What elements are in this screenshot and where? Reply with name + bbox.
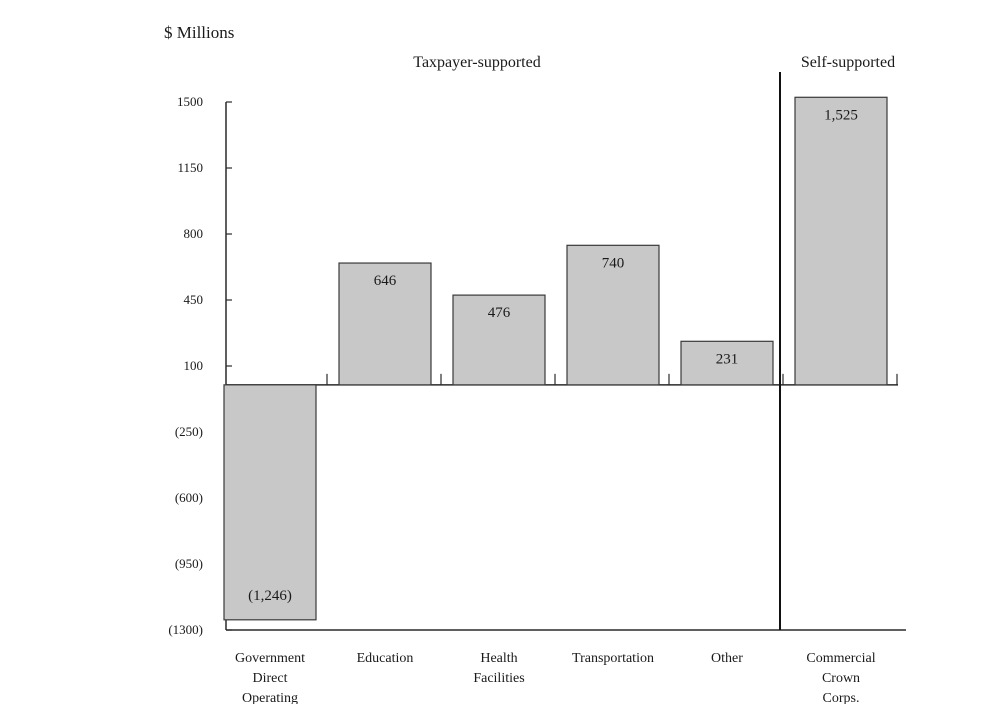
- bar: [452, 294, 546, 386]
- category-labels: Government Direct Operating Education Health…: [235, 651, 876, 704]
- taxpayer-supported-section-label: Taxpayer-supported: [413, 54, 540, 71]
- bar-value-label: (1,246): [248, 588, 292, 604]
- bar-value-label: 740: [602, 255, 625, 271]
- category-label: Health: [480, 651, 517, 666]
- bars: (1,246) 646 476 740 231 1,525: [223, 96, 888, 621]
- y-tick-label: 450: [184, 292, 204, 307]
- bar: [566, 244, 660, 386]
- category-label: Operating: [242, 691, 298, 704]
- bar: [794, 96, 888, 386]
- self-supported-section-label: Self-supported: [801, 54, 895, 71]
- category-label: Government: [235, 651, 305, 666]
- category-label: Education: [357, 651, 414, 666]
- bar: [223, 384, 317, 621]
- y-tick-label: (950): [175, 556, 203, 571]
- category-label: Corps.: [823, 691, 860, 704]
- category-label: Other: [711, 651, 743, 666]
- y-tick-label: 1500: [177, 94, 203, 109]
- y-tick-label: (1300): [168, 622, 203, 637]
- bar-value-label: 231: [716, 351, 739, 367]
- bar-value-label: 646: [374, 273, 397, 289]
- category-label: Commercial: [806, 651, 875, 666]
- y-unit-label: $ Millions: [164, 23, 234, 42]
- y-tick-label: (600): [175, 490, 203, 505]
- y-tick-label: 100: [184, 358, 204, 373]
- bar: [680, 340, 774, 386]
- category-label: Transportation: [572, 651, 654, 666]
- bar: [338, 262, 432, 386]
- y-tick-label: (250): [175, 424, 203, 439]
- bar-value-label: 476: [488, 305, 511, 321]
- bar-value-label: 1,525: [824, 107, 858, 123]
- category-label: Facilities: [473, 671, 524, 686]
- y-tick-label: 1150: [177, 160, 203, 175]
- y-tick-label: 800: [184, 226, 204, 241]
- category-label: Crown: [822, 671, 860, 686]
- category-label: Direct: [253, 671, 288, 686]
